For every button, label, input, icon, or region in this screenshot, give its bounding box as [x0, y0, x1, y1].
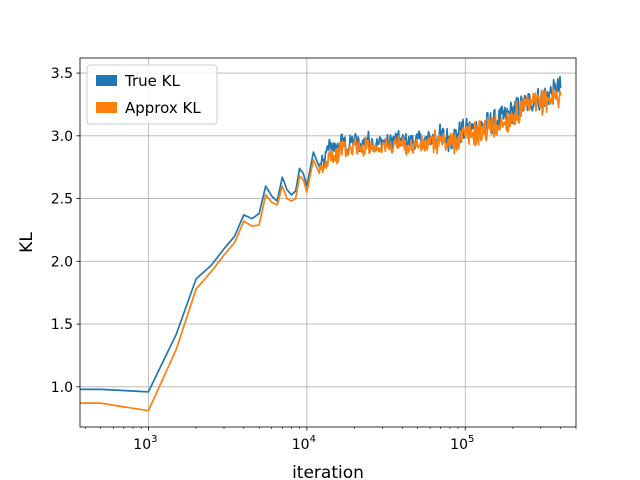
legend-box [86, 64, 218, 125]
y-axis-label: KL [17, 232, 37, 253]
y-tick-label: 1.0 [51, 380, 73, 396]
y-tick-label: 2.0 [51, 254, 73, 270]
plot-frame [79, 57, 577, 428]
x-tick-label: 105 [450, 434, 474, 453]
legend-label: Approx KL [125, 99, 201, 117]
x-tick-label: 103 [133, 434, 157, 453]
y-tick-label: 2.5 [51, 192, 73, 208]
legend-swatch [96, 75, 117, 86]
y-tick-label: 3.0 [51, 129, 73, 145]
legend-swatch [96, 102, 117, 113]
x-tick-exponent: 3 [151, 434, 157, 445]
legend: True KL Approx KL [86, 64, 218, 125]
x-tick-exponent: 5 [468, 434, 474, 445]
x-axis-label: iteration [292, 463, 364, 480]
series-lines [80, 75, 562, 412]
x-tick-exponent: 4 [310, 434, 316, 445]
series-line-approx-kl [80, 88, 562, 412]
axis-ticks: 1.0 1.5 2.0 2.5 3.0 3.5 103 104 105 [51, 66, 577, 453]
x-tick-label: 104 [292, 434, 316, 453]
y-tick-label: 3.5 [51, 66, 73, 82]
y-tick-label: 1.5 [51, 317, 73, 333]
legend-label: True KL [124, 72, 180, 90]
